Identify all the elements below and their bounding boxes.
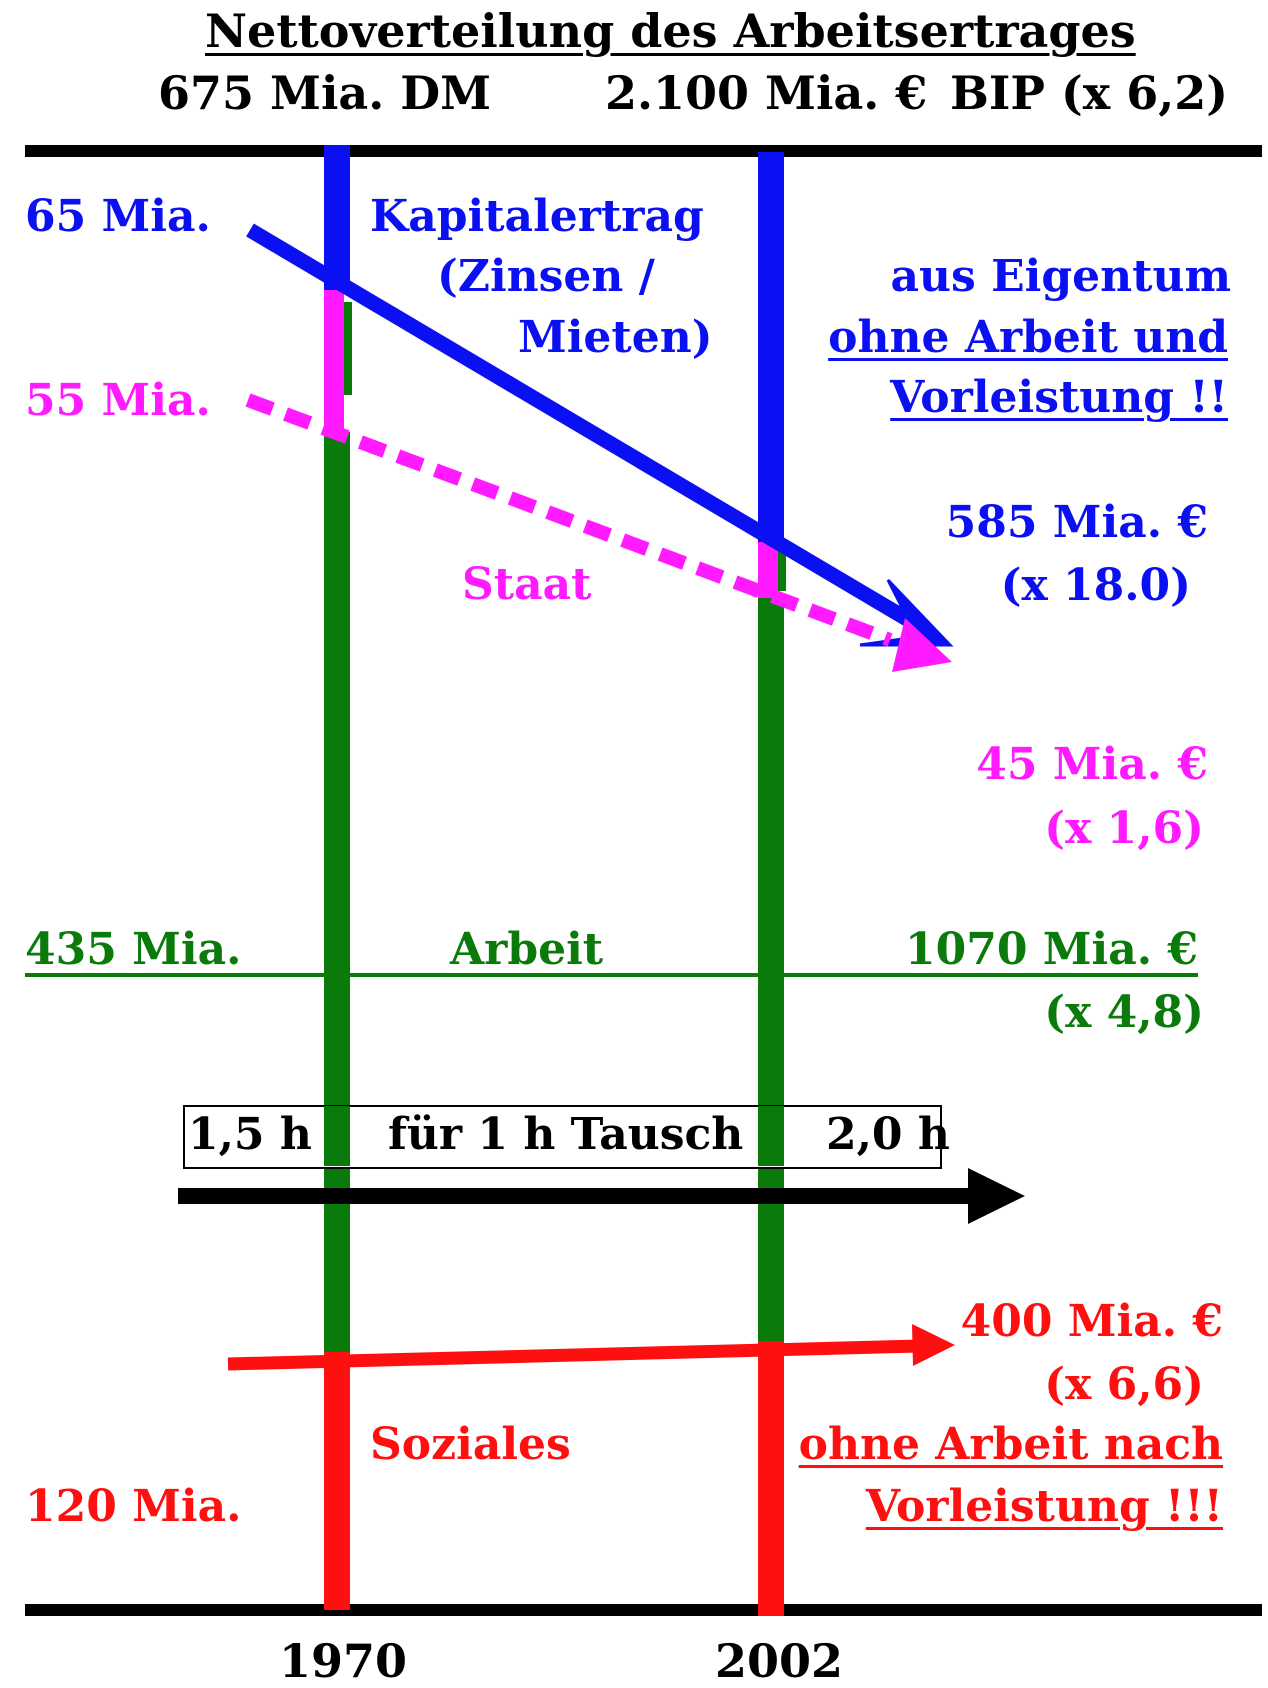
- kapital-trend-arrow: [246, 223, 916, 629]
- column-2002-staat-edge: [778, 545, 786, 591]
- column-2002: [758, 152, 786, 1616]
- column-2002-soziales: [758, 1341, 784, 1616]
- soziales-note-1: ohne Arbeit nach: [798, 1419, 1223, 1470]
- staat-trend-arrow: [245, 393, 893, 647]
- bottom-baseline: [25, 1604, 1262, 1616]
- kapital-right-value: 585 Mia. €: [945, 497, 1208, 548]
- column-1970-soziales: [324, 1352, 350, 1610]
- column-1970-arbeit: [324, 432, 350, 1352]
- tausch-left: 1,5 h: [188, 1109, 312, 1160]
- soziales-left-value: 120 Mia.: [25, 1481, 242, 1532]
- page-title: Nettoverteilung des Arbeitsertrages: [205, 4, 1136, 58]
- soziales-factor: (x 6,6): [1044, 1359, 1204, 1410]
- soziales-right-value: 400 Mia. €: [960, 1296, 1223, 1347]
- tausch-box-gap-left: [324, 1106, 350, 1166]
- tausch-right: 2,0 h: [826, 1109, 950, 1160]
- arbeit-label: Arbeit: [450, 924, 604, 975]
- soziales-label: Soziales: [370, 1419, 571, 1470]
- header-left-total: 675 Mia. DM: [158, 66, 492, 120]
- tausch-middle: für 1 h Tausch: [388, 1109, 744, 1160]
- staat-arrowhead: [892, 618, 952, 672]
- tausch-box-gap-right: [758, 1106, 784, 1166]
- header-middle-total: 2.100 Mia. €: [605, 66, 928, 120]
- column-1970-kapital: [324, 145, 350, 290]
- column-2002-staat: [758, 542, 778, 598]
- column-1970-staat-edge: [344, 302, 352, 395]
- staat-factor: (x 1,6): [1044, 803, 1204, 854]
- year-label-1970: 1970: [279, 1634, 408, 1688]
- column-2002-arbeit: [758, 598, 784, 1341]
- staat-left-value: 55 Mia.: [25, 375, 211, 426]
- kapital-factor: (x 18.0): [1000, 560, 1191, 611]
- top-baseline: [25, 145, 1262, 157]
- kapital-left-value: 65 Mia.: [25, 191, 211, 242]
- arbeit-right-value: 1070 Mia. €: [905, 924, 1198, 975]
- soziales-arrowhead: [912, 1324, 955, 1366]
- column-1970: [324, 145, 352, 1610]
- arbeit-factor: (x 4,8): [1044, 987, 1204, 1038]
- column-1970-staat: [324, 290, 344, 432]
- kapital-note-2: ohne Arbeit und: [828, 312, 1228, 363]
- kapital-note-1: aus Eigentum: [890, 251, 1231, 302]
- staat-right-value: 45 Mia. €: [976, 739, 1208, 790]
- tausch-box: [183, 1105, 942, 1169]
- column-2002-kapital: [758, 152, 784, 542]
- kapital-label-2: (Zinsen /: [437, 251, 655, 302]
- arbeit-left-value: 435 Mia.: [25, 924, 242, 975]
- header-right-bip: BIP (x 6,2): [950, 66, 1228, 120]
- tausch-arrowhead: [968, 1168, 1025, 1224]
- staat-label: Staat: [462, 559, 592, 610]
- soziales-trend-arrow: [227, 1339, 921, 1371]
- kapital-note-3: Vorleistung !!: [890, 372, 1228, 423]
- kapital-label-3: Mieten): [518, 312, 713, 363]
- soziales-note-2: Vorleistung !!!: [865, 1481, 1223, 1532]
- arbeit-line: [25, 973, 1198, 977]
- year-label-2002: 2002: [715, 1634, 844, 1688]
- kapital-label-1: Kapitalertrag: [370, 191, 704, 242]
